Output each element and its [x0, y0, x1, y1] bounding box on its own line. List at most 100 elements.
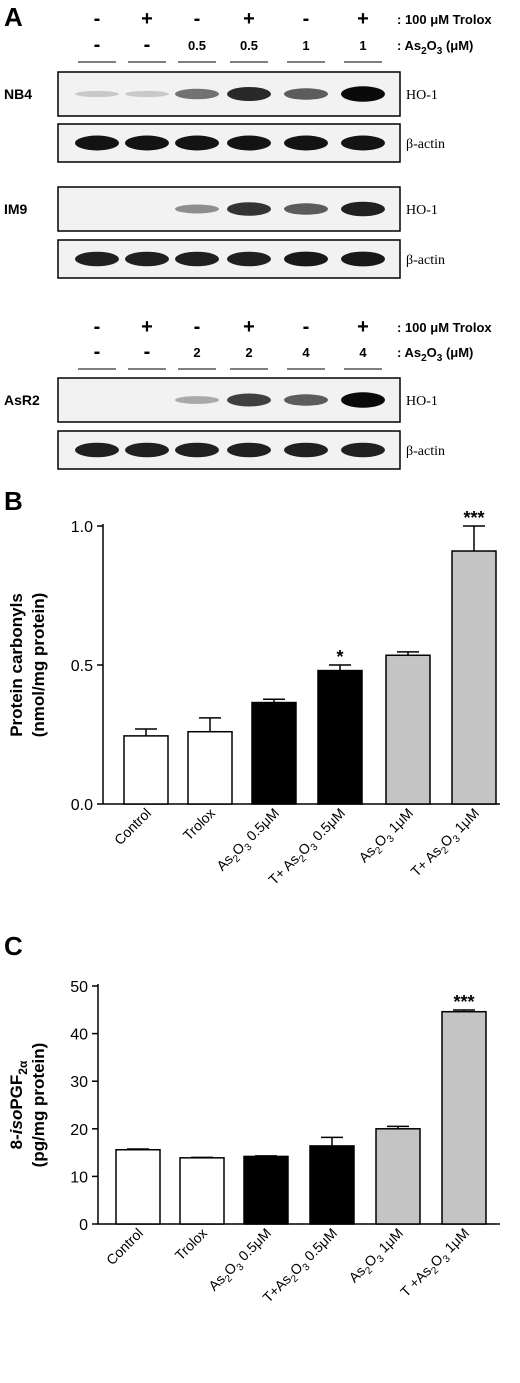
trolox-sign: + — [243, 316, 255, 338]
bar — [123, 735, 169, 805]
beta-actin-blot — [57, 123, 401, 163]
x-tick-label: Trolox — [172, 1225, 210, 1263]
x-tick-label: As2O3 0.5μM — [205, 1225, 277, 1297]
bar — [441, 1010, 487, 1225]
blot-band — [284, 88, 328, 100]
blot-band — [125, 251, 169, 267]
blot-band — [341, 392, 385, 408]
x-tick-label: T +As2O3 1μM — [397, 1225, 475, 1303]
bar — [385, 654, 431, 805]
blot-band — [341, 86, 385, 102]
blot-band — [341, 251, 385, 267]
significance-marker: *** — [463, 508, 484, 528]
y-axis-label: Protein carbonyls — [7, 593, 26, 737]
blot-band — [175, 396, 219, 404]
trolox-sign: + — [243, 8, 255, 30]
bar — [115, 1148, 161, 1225]
trolox-sign: - — [303, 316, 310, 338]
as2o3-label: : As2O3 (μM) — [397, 38, 473, 57]
as2o3-dose: 1 — [359, 38, 366, 53]
cell-line-label: AsR2 — [4, 392, 40, 408]
blot-band — [284, 135, 328, 151]
blot-band — [125, 135, 169, 151]
panel-letter: C — [4, 931, 23, 961]
trolox-sign: - — [194, 316, 201, 338]
as2o3-dose: 0.5 — [240, 38, 258, 53]
blot-band — [341, 135, 385, 151]
y-tick-label: 30 — [70, 1074, 88, 1091]
as2o3-dose: 1 — [302, 38, 309, 53]
y-axis-label: 8-isoPGF2α — [7, 1060, 30, 1149]
x-tick-label: As2O3 0.5μM — [213, 805, 285, 877]
as2o3-dose: 0.5 — [188, 38, 206, 53]
blot-band — [75, 90, 119, 98]
bar — [187, 730, 233, 805]
as2o3-dose: - — [94, 34, 101, 56]
blot-band — [227, 202, 271, 216]
blot-band — [341, 442, 385, 458]
blot-band — [175, 204, 219, 214]
as2o3-dose: - — [144, 34, 151, 56]
beta-actin-blot — [57, 430, 401, 470]
blot-band — [175, 88, 219, 100]
bar-chart-b: B 0.0 0.5 1.0 Protein carbonyls (nmol/mg prot… — [4, 486, 500, 888]
x-tick-label: Control — [103, 1225, 146, 1268]
as2o3-dose: 2 — [245, 345, 252, 360]
bar — [451, 550, 497, 805]
blot-band — [125, 90, 169, 98]
blot-band — [227, 442, 271, 458]
blot-band — [284, 251, 328, 267]
y-tick-label: 0.5 — [71, 658, 93, 675]
ho1-blot — [57, 186, 401, 232]
ho1-blot — [57, 377, 401, 423]
beta-actin-blot — [57, 239, 401, 279]
band-label: HO-1 — [406, 203, 438, 218]
as2o3-dose: 4 — [359, 345, 367, 360]
blot-band — [75, 442, 119, 458]
panel-letter: B — [4, 486, 23, 516]
trolox-sign: + — [141, 8, 153, 30]
blot-band — [175, 442, 219, 458]
y-axis-label-units: (pg/mg protein) — [29, 1043, 48, 1168]
bar — [251, 701, 297, 805]
x-tick-label: As2O3 1μM — [345, 1225, 408, 1288]
trolox-sign: - — [94, 316, 101, 338]
trolox-sign: + — [357, 316, 369, 338]
x-tick-label: As2O3 1μM — [355, 805, 418, 868]
trolox-sign: + — [357, 8, 369, 30]
as2o3-label: : As2O3 (μM) — [397, 345, 473, 364]
as2o3-dose: 2 — [193, 345, 200, 360]
blot-band — [341, 201, 385, 217]
trolox-label: : 100 μM Trolox — [397, 320, 492, 335]
band-label: β-actin — [406, 137, 445, 152]
bar — [243, 1155, 289, 1225]
bar-chart-c: C 0 10 20 30 40 50 8-isoPGF2α (pg/mg protein) Con… — [4, 931, 500, 1306]
band-label: β-actin — [406, 444, 445, 459]
y-tick-label: 40 — [70, 1027, 88, 1044]
panel-a-letter: A — [4, 2, 23, 32]
trolox-sign: + — [141, 316, 153, 338]
y-tick-label: 0 — [79, 1217, 88, 1234]
significance-marker: * — [336, 647, 343, 667]
blot-band — [227, 393, 271, 407]
significance-marker: *** — [453, 992, 474, 1012]
trolox-label: : 100 μM Trolox — [397, 12, 492, 27]
cell-line-label: NB4 — [4, 86, 32, 102]
trolox-sign: - — [94, 8, 101, 30]
cell-line-label: IM9 — [4, 201, 28, 217]
x-tick-label: Control — [111, 805, 154, 848]
trolox-sign: - — [194, 8, 201, 30]
blot-band — [227, 87, 271, 101]
bar — [375, 1128, 421, 1225]
blot-band — [227, 251, 271, 267]
blot-band — [284, 442, 328, 458]
as2o3-dose: 4 — [302, 345, 310, 360]
y-tick-label: 0.0 — [71, 797, 93, 814]
band-label: HO-1 — [406, 394, 438, 409]
band-label: HO-1 — [406, 88, 438, 103]
ho1-blot — [57, 71, 401, 117]
y-axis-label-units: (nmol/mg protein) — [29, 593, 48, 737]
bar — [179, 1157, 225, 1225]
blot-band — [175, 135, 219, 151]
bar — [317, 669, 363, 805]
